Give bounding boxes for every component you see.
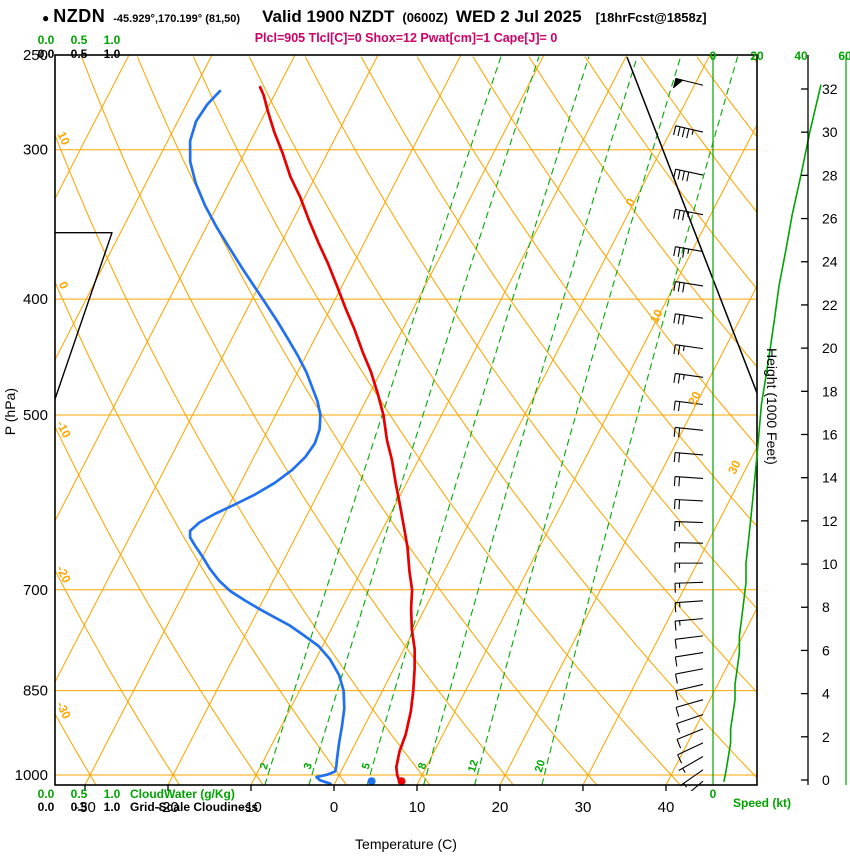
svg-text:3: 3 bbox=[302, 761, 315, 770]
cloudwater-scale-tick: 1.0 bbox=[103, 787, 121, 801]
svg-text:5: 5 bbox=[360, 761, 373, 770]
speed-axis-label: Speed (kt) bbox=[733, 796, 792, 810]
svg-text:20: 20 bbox=[822, 340, 838, 356]
cloudiness-scale-tick: 0.0 bbox=[37, 47, 55, 61]
svg-text:850: 850 bbox=[23, 683, 48, 700]
cloudwater-axis-label: CloudWater (g/Kg) bbox=[130, 787, 235, 801]
svg-text:0: 0 bbox=[822, 772, 830, 788]
svg-text:30: 30 bbox=[575, 799, 592, 816]
svg-text:16: 16 bbox=[822, 426, 838, 442]
station-bullet-icon: ● bbox=[42, 11, 50, 25]
svg-text:28: 28 bbox=[822, 167, 838, 183]
svg-text:0: 0 bbox=[330, 799, 338, 816]
chart-header: ● NZDN -45.929°,170.199° (81,50) Valid 1… bbox=[42, 6, 707, 27]
svg-text:32: 32 bbox=[822, 81, 838, 97]
cloudiness-scale-tick: 0.5 bbox=[70, 47, 88, 61]
valid-time: Valid 1900 NZDT bbox=[262, 7, 395, 26]
svg-text:20: 20 bbox=[492, 799, 509, 816]
cloudiness-scale-tick: 0.5 bbox=[70, 800, 88, 814]
svg-text:12: 12 bbox=[822, 513, 838, 529]
svg-text:10: 10 bbox=[647, 307, 666, 326]
svg-text:14: 14 bbox=[822, 470, 838, 486]
svg-text:-20: -20 bbox=[157, 799, 179, 816]
svg-text:10: 10 bbox=[409, 799, 426, 816]
thermo-indices-line: Plcl=905 Tlcl[C]=0 Shox=12 Pwat[cm]=1 Ca… bbox=[254, 31, 558, 45]
cloudiness-scale-tick: 1.0 bbox=[103, 47, 121, 61]
svg-text:1000: 1000 bbox=[15, 767, 48, 784]
svg-text:-10: -10 bbox=[240, 799, 262, 816]
valid-date: WED 2 Jul 2025 bbox=[455, 7, 582, 26]
temperature-axis-label: Temperature (C) bbox=[355, 836, 457, 852]
forecast-lead-info: [18hrFcst@1858z] bbox=[595, 10, 707, 25]
svg-text:4: 4 bbox=[822, 686, 830, 702]
svg-text:500: 500 bbox=[23, 407, 48, 424]
svg-text:2: 2 bbox=[822, 729, 830, 745]
svg-text:30: 30 bbox=[822, 124, 838, 140]
cloudiness-scale-tick: 0.0 bbox=[37, 800, 55, 814]
cloudwater-scale-tick: 1.0 bbox=[103, 33, 121, 47]
cloudwater-scale-tick: 0.5 bbox=[70, 33, 88, 47]
svg-text:22: 22 bbox=[822, 297, 838, 313]
svg-text:-10: -10 bbox=[54, 418, 74, 440]
speed-scale-tick: 0 bbox=[709, 49, 717, 63]
svg-text:10: 10 bbox=[54, 129, 73, 147]
svg-text:300: 300 bbox=[23, 142, 48, 159]
svg-text:18: 18 bbox=[822, 383, 838, 399]
svg-text:2: 2 bbox=[258, 761, 271, 770]
cloudwater-scale-tick: 0.0 bbox=[37, 33, 55, 47]
speed-scale-tick: 40 bbox=[794, 49, 808, 63]
svg-text:20: 20 bbox=[685, 389, 704, 408]
speed-scale-tick: 60 bbox=[838, 49, 850, 63]
cloudiness-axis-label: Grid-Scale Cloudiness bbox=[130, 800, 259, 814]
svg-text:10: 10 bbox=[822, 556, 838, 572]
svg-text:24: 24 bbox=[822, 254, 838, 270]
svg-text:700: 700 bbox=[23, 582, 48, 599]
station-id: NZDN bbox=[53, 6, 106, 26]
svg-text:12: 12 bbox=[466, 759, 481, 774]
cloudwater-scale-tick: 0.5 bbox=[70, 787, 88, 801]
svg-text:0: 0 bbox=[56, 279, 72, 291]
pressure-axis-label: P (hPa) bbox=[2, 388, 18, 436]
svg-text:6: 6 bbox=[822, 642, 830, 658]
svg-text:-30: -30 bbox=[54, 699, 74, 721]
speed-scale-tick: 0 bbox=[709, 787, 717, 801]
svg-text:250: 250 bbox=[23, 47, 48, 64]
svg-text:-20: -20 bbox=[54, 563, 74, 585]
valid-zulu-time: (0600Z) bbox=[402, 10, 448, 25]
svg-text:8: 8 bbox=[822, 599, 830, 615]
svg-text:26: 26 bbox=[822, 211, 838, 227]
cloudwater-scale-tick: 0.0 bbox=[37, 787, 55, 801]
svg-text:-30: -30 bbox=[74, 799, 96, 816]
svg-text:400: 400 bbox=[23, 291, 48, 308]
cloudiness-scale-tick: 1.0 bbox=[103, 800, 121, 814]
svg-text:30: 30 bbox=[725, 458, 744, 477]
svg-text:20: 20 bbox=[533, 759, 548, 774]
height-axis-label: Height (1000 Feet) bbox=[764, 348, 780, 465]
station-coordinates: -45.929°,170.199° (81,50) bbox=[113, 13, 241, 25]
svg-text:8: 8 bbox=[416, 761, 429, 770]
speed-scale-tick: 20 bbox=[750, 49, 764, 63]
svg-text:40: 40 bbox=[658, 799, 675, 816]
